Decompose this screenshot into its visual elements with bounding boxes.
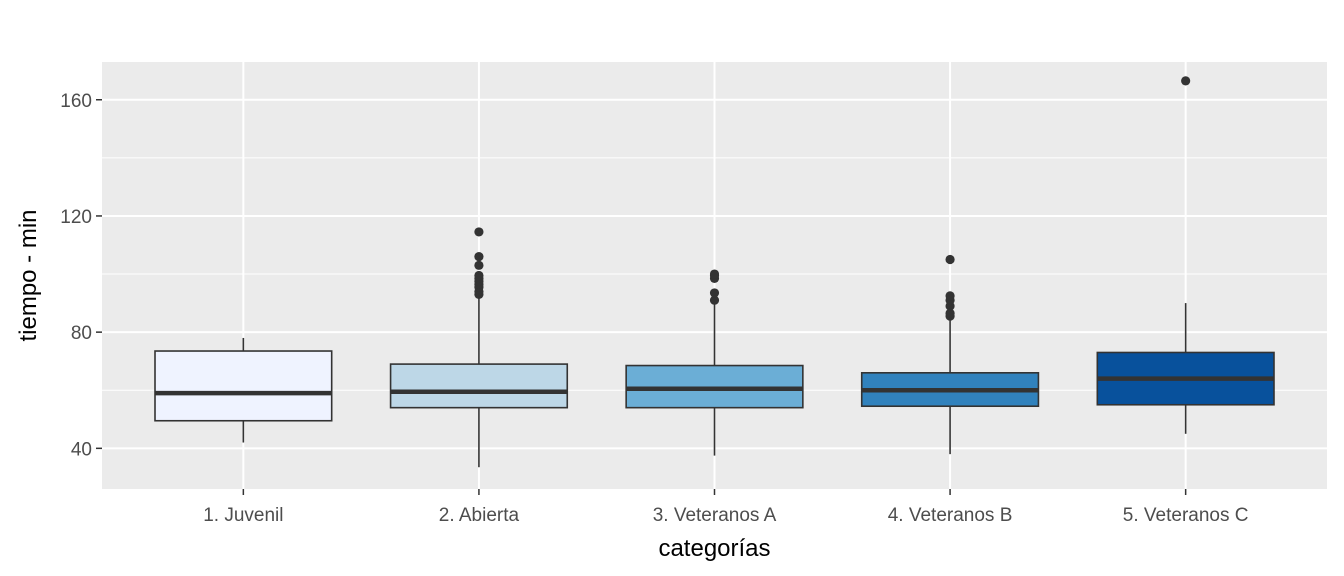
x-tick-label: 4. Veteranos B — [888, 505, 1013, 526]
box-group — [1096, 76, 1275, 434]
box-group — [625, 269, 804, 456]
outlier-point — [474, 270, 484, 281]
outlier-point — [474, 227, 484, 237]
x-tick-label: 2. Abierta — [439, 505, 520, 526]
x-axis-ticks: 1. Juvenil 2. Abierta 3. Veteranos A 4. Vet… — [203, 489, 1249, 526]
y-axis-title: tiempo - min — [15, 209, 42, 341]
outlier-point — [474, 252, 484, 262]
box-iqr — [389, 363, 569, 409]
y-tick-label: 120 — [60, 207, 92, 228]
x-tick-label: 5. Veteranos C — [1123, 505, 1249, 526]
outlier-point — [709, 295, 720, 305]
outlier-point — [709, 269, 720, 279]
box-group — [860, 254, 1040, 455]
outlier-point — [945, 308, 955, 318]
x-tick-label: 1. Juvenil — [203, 505, 283, 526]
box-group — [154, 337, 333, 443]
y-tick-label: 40 — [71, 439, 92, 460]
box-iqr — [154, 350, 333, 422]
y-axis-ticks: 40 80 120 160 — [60, 91, 102, 460]
outlier-point — [474, 260, 484, 270]
outlier-point — [1181, 76, 1191, 86]
x-tick-label: 3. Veteranos A — [653, 505, 777, 526]
outlier-point — [945, 291, 955, 301]
box-group — [389, 227, 569, 468]
box-series — [154, 76, 1275, 468]
y-tick-label: 160 — [60, 91, 92, 112]
outlier-point — [709, 288, 720, 298]
y-tick-label: 80 — [71, 323, 92, 344]
x-axis-title: categorías — [658, 535, 770, 562]
outlier-point — [945, 254, 955, 265]
